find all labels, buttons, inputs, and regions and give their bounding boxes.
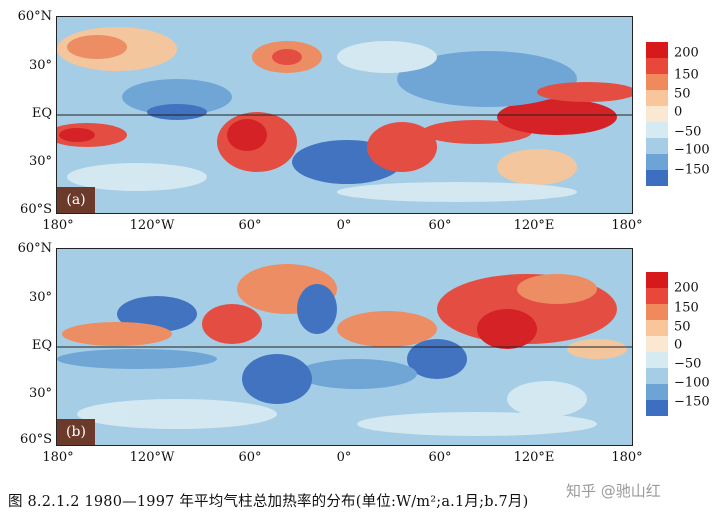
colorbar-a-swatch [646,106,668,122]
colorbar-a-swatch [646,154,668,170]
colorbar-b-swatch [646,368,668,384]
colorbar-b-swatch [646,320,668,336]
colorbar-b-swatch [646,352,668,368]
colorbar-b-label-m150: −150 [674,394,710,410]
lon-label-a-6: 180° [611,218,643,233]
lat-label-30n-b: 30° [28,290,52,305]
colorbar-b [646,272,668,416]
lon-label-b-3: 0° [336,450,352,465]
colorbar-b-label-150: 150 [674,300,699,316]
lon-label-b-0: 180° [42,450,74,465]
colorbar-a-label-50: 50 [674,86,691,102]
colorbar-b-swatch [646,288,668,304]
figure-caption: 图 8.2.1.2 1980—1997 年平均气柱总加热率的分布(单位:W/m²… [8,494,529,510]
colorbar-a-swatch [646,170,668,186]
colorbar-a-swatch [646,42,668,58]
colorbar-b-swatch [646,272,668,288]
colorbar-a-swatch [646,58,668,74]
colorbar-a-swatch [646,74,668,90]
colorbar-b-label-m100: −100 [674,375,710,391]
lat-label-30n-a: 30° [28,58,52,73]
colorbar-a [646,42,668,186]
lat-label-60n-a: 60°N [17,9,52,24]
colorbar-a-label-m100: −100 [674,142,710,158]
heating-map-a [57,17,632,213]
colorbar-a-swatch [646,138,668,154]
colorbar-b-label-200: 200 [674,280,699,296]
lon-label-a-0: 180° [42,218,74,233]
colorbar-a-swatch [646,122,668,138]
lon-label-a-4: 60° [428,218,452,233]
lon-label-a-1: 120°W [129,218,175,233]
lon-label-b-2: 60° [238,450,262,465]
colorbar-b-swatch [646,304,668,320]
colorbar-b-label-0: 0 [674,337,683,353]
lon-label-b-6: 180° [611,450,643,465]
colorbar-a-label-150: 150 [674,67,699,83]
heating-map-b [57,249,632,445]
lat-label-30s-a: 30° [28,154,52,169]
lat-label-eq-b: EQ [31,338,52,353]
colorbar-a-label-m150: −150 [674,162,710,178]
panel-tag-b: (b) [57,419,95,445]
lon-label-b-4: 60° [428,450,452,465]
colorbar-b-swatch [646,336,668,352]
lon-label-a-2: 60° [238,218,262,233]
lat-label-60s-a: 60°S [20,202,52,217]
colorbar-b-swatch [646,384,668,400]
map-panel-b: (b) [56,248,633,446]
colorbar-a-label-200: 200 [674,45,699,61]
lon-label-b-1: 120°W [129,450,175,465]
colorbar-b-label-m50: −50 [674,356,702,372]
panel-tag-a: (a) [57,187,95,213]
colorbar-a-label-m50: −50 [674,124,702,140]
colorbar-a-swatch [646,90,668,106]
colorbar-a-label-0: 0 [674,104,683,120]
watermark: 知乎 @驰山红 [566,482,661,500]
lon-label-b-5: 120°E [513,450,555,465]
map-panel-a: (a) [56,16,633,214]
colorbar-b-label-50: 50 [674,319,691,335]
lat-label-60s-b: 60°S [20,432,52,447]
lon-label-a-5: 120°E [513,218,555,233]
lon-label-a-3: 0° [336,218,352,233]
lat-label-60n-b: 60°N [17,241,52,256]
colorbar-b-swatch [646,400,668,416]
lat-label-eq-a: EQ [31,106,52,121]
lat-label-30s-b: 30° [28,386,52,401]
